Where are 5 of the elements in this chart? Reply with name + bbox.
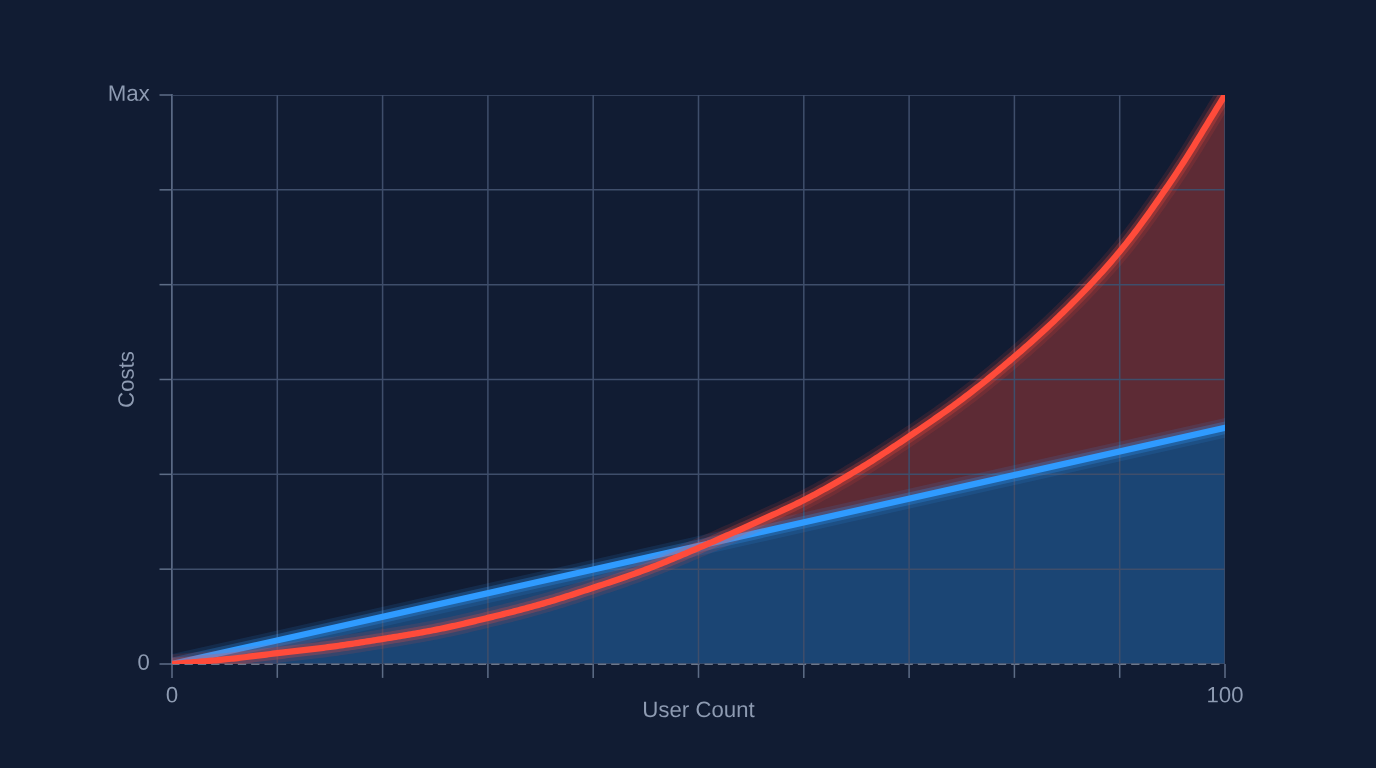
annotation: 0	[138, 654, 149, 670]
x-tick-label: 100	[1208, 686, 1243, 703]
x-axis-title: User Count	[644, 701, 755, 718]
text: Max	[109, 85, 150, 101]
y-axis-title: Costs	[118, 351, 134, 407]
